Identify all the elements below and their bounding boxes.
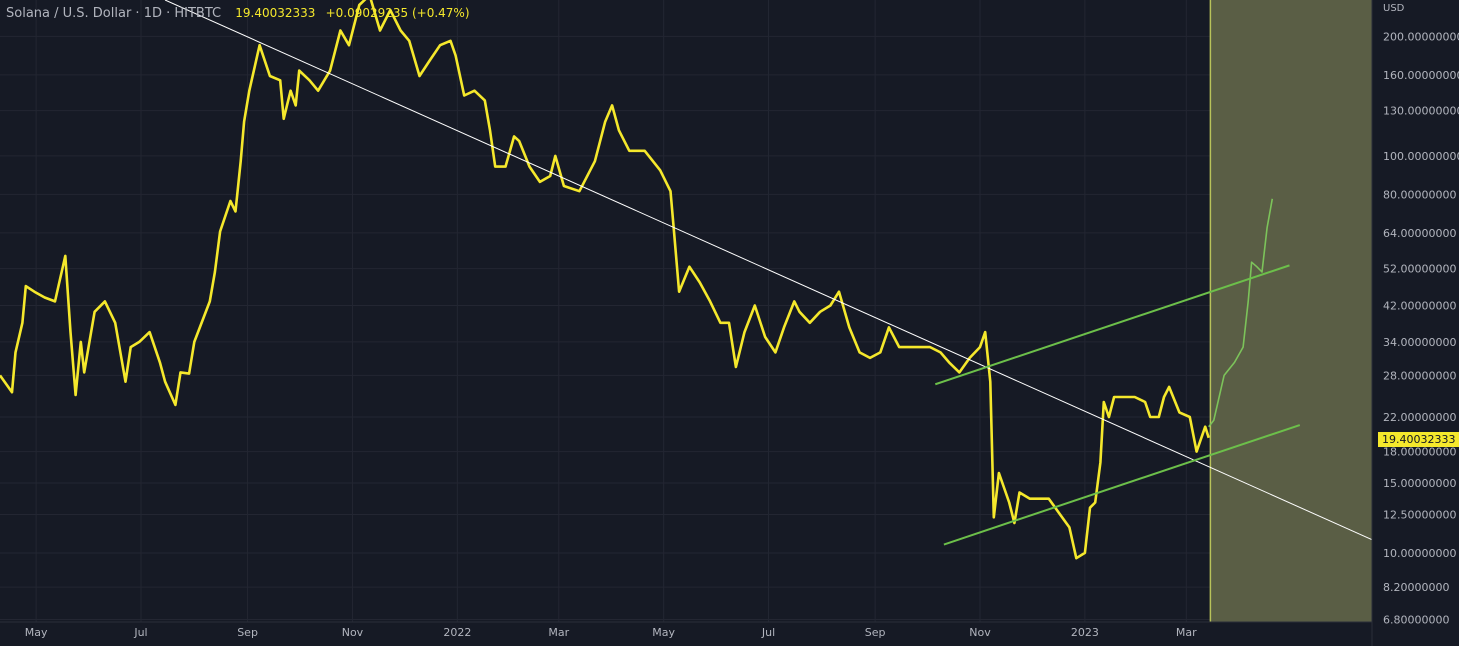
time-tick-label: Sep (865, 626, 886, 639)
time-tick-label: Mar (1176, 626, 1197, 639)
price-axis[interactable]: 200.00000000 160.00000000 130.00000000 100.… (1383, 30, 1459, 626)
time-tick-label: 2023 (1071, 626, 1099, 639)
price-tick-label: 200.00000000 (1383, 30, 1459, 43)
time-tick-label: May (25, 626, 48, 639)
time-tick-label: Nov (969, 626, 991, 639)
projection-zone (1210, 0, 1372, 622)
time-tick-label: May (652, 626, 675, 639)
price-tick-label: 22.00000000 (1383, 411, 1456, 424)
price-tick-label: 6.80000000 (1383, 613, 1449, 626)
price-tick-label: 80.00000000 (1383, 188, 1456, 201)
price-tick-label: 52.00000000 (1383, 263, 1456, 276)
price-tick-label: 160.00000000 (1383, 69, 1459, 82)
time-tick-label: Jul (133, 626, 147, 639)
price-tick-label: 12.50000000 (1383, 508, 1456, 521)
price-tick-label: 10.00000000 (1383, 547, 1456, 560)
time-axis[interactable]: May Jul Sep Nov 2022 Mar May Jul Sep Nov 2023 Mar (25, 626, 1197, 639)
last-price-value: 19.40032333 (235, 6, 316, 20)
time-tick-label: Nov (342, 626, 364, 639)
price-tick-label: 64.00000000 (1383, 227, 1456, 240)
price-tick-label: 15.00000000 (1383, 477, 1456, 490)
projection-line (1208, 198, 1274, 428)
chart-legend: Solana / U.S. Dollar · 1D · HITBTC 19.40… (6, 6, 470, 21)
last-price-label: 19.40032333 (1378, 431, 1459, 447)
time-tick-label: Sep (237, 626, 258, 639)
price-tick-label: 130.00000000 (1383, 105, 1459, 118)
price-tick-label: 42.00000000 (1383, 299, 1456, 312)
downtrend-line[interactable] (164, 0, 1373, 541)
price-line (0, 0, 1210, 560)
symbol-title[interactable]: Solana / U.S. Dollar · 1D · HITBTC (6, 6, 222, 21)
price-tick-label: 34.00000000 (1383, 336, 1456, 349)
channel-upper-line[interactable] (934, 264, 1290, 386)
price-tick-label: 18.00000000 (1383, 446, 1456, 459)
time-tick-label: 2022 (443, 626, 471, 639)
grid (0, 0, 1372, 622)
channel-lower-line[interactable] (943, 424, 1301, 546)
price-tick-label: 8.20000000 (1383, 581, 1449, 594)
price-axis-unit: USD (1383, 3, 1405, 14)
time-tick-label: Mar (548, 626, 569, 639)
price-change: +0.09029235 (+0.47%) (325, 6, 470, 20)
time-tick-label: Jul (761, 626, 775, 639)
price-tick-label: 28.00000000 (1383, 369, 1456, 382)
price-tick-label: 100.00000000 (1383, 150, 1459, 163)
series-layer (0, 0, 1274, 560)
drawings-layer[interactable] (164, 0, 1373, 546)
